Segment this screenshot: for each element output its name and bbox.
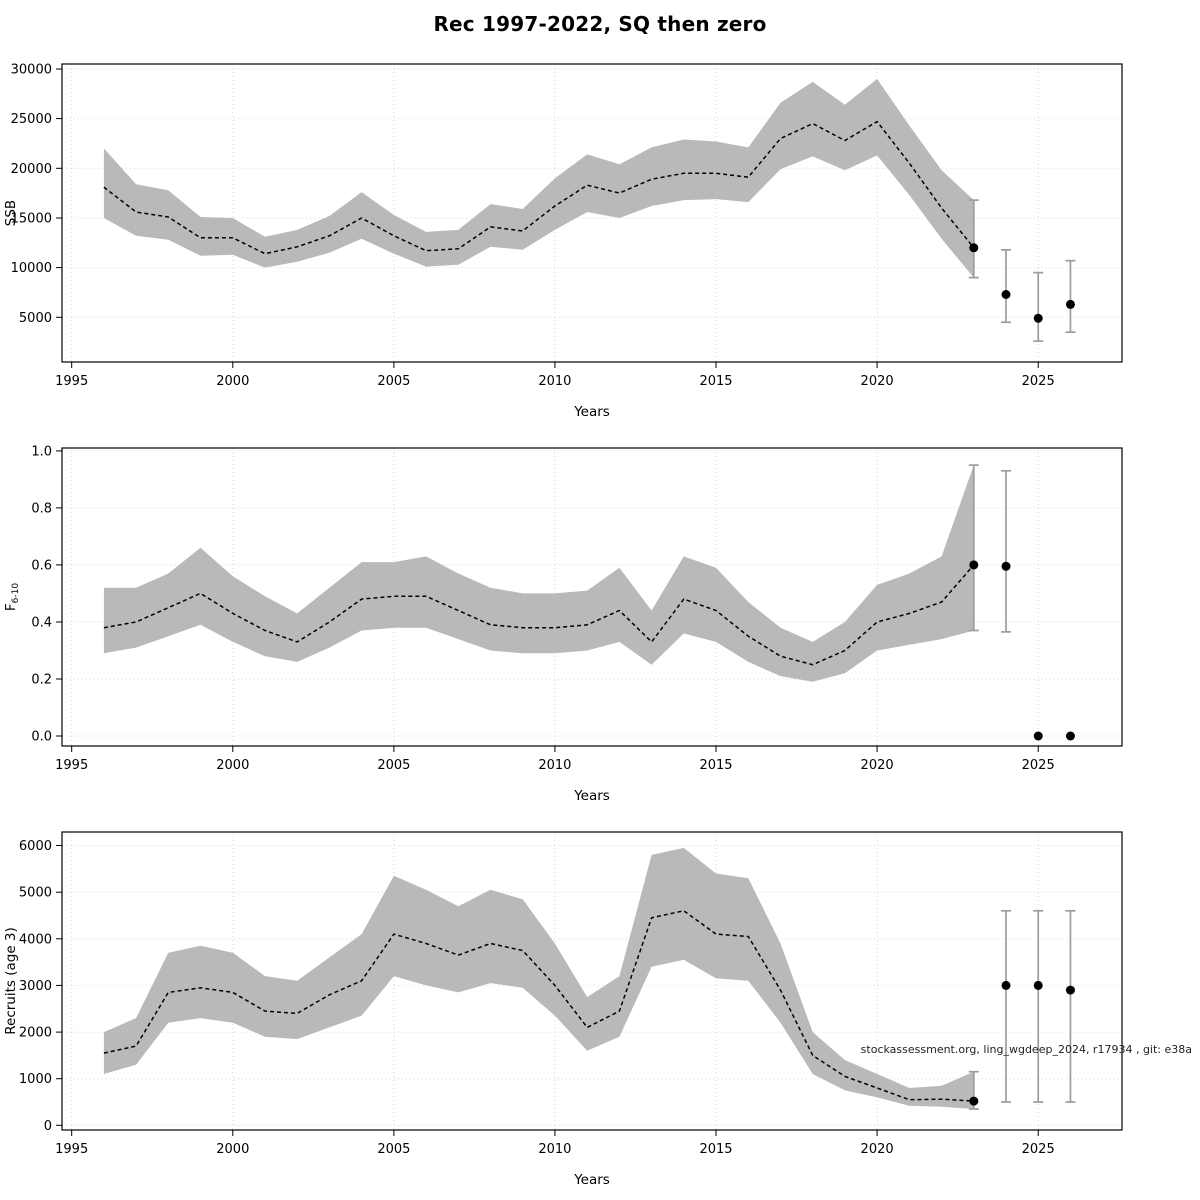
forecast-point	[1033, 313, 1043, 323]
y-tick-label: 0	[44, 1119, 52, 1134]
x-tick-label: 2000	[216, 1142, 249, 1157]
forecast-point	[969, 560, 979, 570]
forecast-point	[1001, 980, 1011, 990]
ssb-chart: 1995 2000 2005 2010 2015 2020 2025 5000 10000 150…	[3, 63, 1123, 420]
y-tick-label: 5000	[19, 886, 52, 901]
plot-frame	[61, 447, 1123, 747]
y-tick-label: 15000	[11, 212, 52, 227]
forecast-point	[969, 1096, 979, 1106]
x-tick-label: 2015	[699, 758, 732, 773]
x-tick-label: 2000	[216, 374, 249, 389]
x-tick-label: 2020	[861, 758, 894, 773]
plot-frame	[61, 63, 1123, 363]
y-tick-label: 0.0	[31, 730, 52, 745]
y-axis-label: F6-10	[3, 583, 21, 611]
x-tick-label: 2020	[861, 1142, 894, 1157]
x-tick-label: 1995	[55, 1142, 88, 1157]
y-tick-label: 1000	[19, 1072, 52, 1087]
y-tick-label: 0.2	[31, 673, 52, 688]
x-axis-label: Years	[573, 404, 610, 420]
y-tick-label: 6000	[19, 839, 52, 854]
x-tick-label: 2000	[216, 758, 249, 773]
forecast-point	[1065, 731, 1075, 741]
x-axis-label: Years	[573, 788, 610, 804]
x-tick-label: 2005	[377, 758, 410, 773]
confidence-band	[103, 847, 974, 1109]
y-axis-label: SSB	[3, 200, 19, 226]
y-axis-label-main: Recruits (age 3)	[3, 927, 19, 1035]
chart-title: Rec 1997-2022, SQ then zero	[433, 12, 767, 36]
forecast-point	[1065, 985, 1075, 995]
confidence-band	[103, 78, 974, 278]
y-axis-label-sub: 6-10	[11, 583, 21, 604]
y-tick-label: 0.4	[31, 616, 52, 631]
x-tick-label: 2020	[861, 374, 894, 389]
x-tick-label: 2005	[377, 1142, 410, 1157]
x-tick-label: 2015	[699, 1142, 732, 1157]
x-tick-label: 2015	[699, 374, 732, 389]
fbar-chart: 1995 2000 2005 2010 2015 2020 2025 0.0 0.2 0.4 0.6…	[3, 444, 1123, 804]
x-tick-label: 2010	[538, 374, 571, 389]
y-tick-label: 5000	[19, 311, 52, 326]
confidence-band	[103, 465, 974, 682]
recruits-chart: 1995 2000 2005 2010 2015 2020 2025 0 1000 2000 300…	[3, 831, 1123, 1188]
y-tick-label: 10000	[11, 261, 52, 276]
forecast-point	[1065, 299, 1075, 309]
x-tick-label: 2010	[538, 758, 571, 773]
forecast-point	[1001, 290, 1011, 299]
forecast-point	[1001, 561, 1011, 571]
y-tick-label: 20000	[11, 162, 52, 177]
x-tick-label: 2025	[1022, 758, 1055, 773]
y-tick-label: 30000	[11, 63, 52, 78]
y-tick-label: 0.6	[31, 558, 52, 573]
x-tick-label: 2005	[377, 374, 410, 389]
median-line	[103, 910, 974, 1102]
y-tick-label: 1.0	[31, 444, 52, 459]
y-axis-label: Recruits (age 3)	[3, 927, 19, 1035]
x-tick-label: 1995	[55, 374, 88, 389]
forecast-point	[1033, 731, 1043, 741]
median-line	[103, 564, 975, 666]
y-axis-label-main: F	[3, 603, 19, 611]
y-tick-label: 4000	[19, 932, 52, 947]
y-tick-label: 25000	[11, 112, 52, 127]
forecast-point	[1033, 980, 1043, 990]
x-tick-label: 2025	[1022, 374, 1055, 389]
plot-frame	[61, 831, 1123, 1131]
x-tick-label: 1995	[55, 758, 88, 773]
x-tick-label: 2025	[1022, 1142, 1055, 1157]
median-line	[103, 120, 975, 255]
y-tick-label: 2000	[19, 1026, 52, 1041]
forecast-point	[969, 243, 979, 253]
y-axis-label-main: SSB	[3, 200, 19, 226]
x-tick-label: 2010	[538, 1142, 571, 1157]
y-tick-label: 3000	[19, 979, 52, 994]
x-axis-label: Years	[573, 1172, 610, 1188]
y-tick-label: 0.8	[31, 501, 52, 516]
